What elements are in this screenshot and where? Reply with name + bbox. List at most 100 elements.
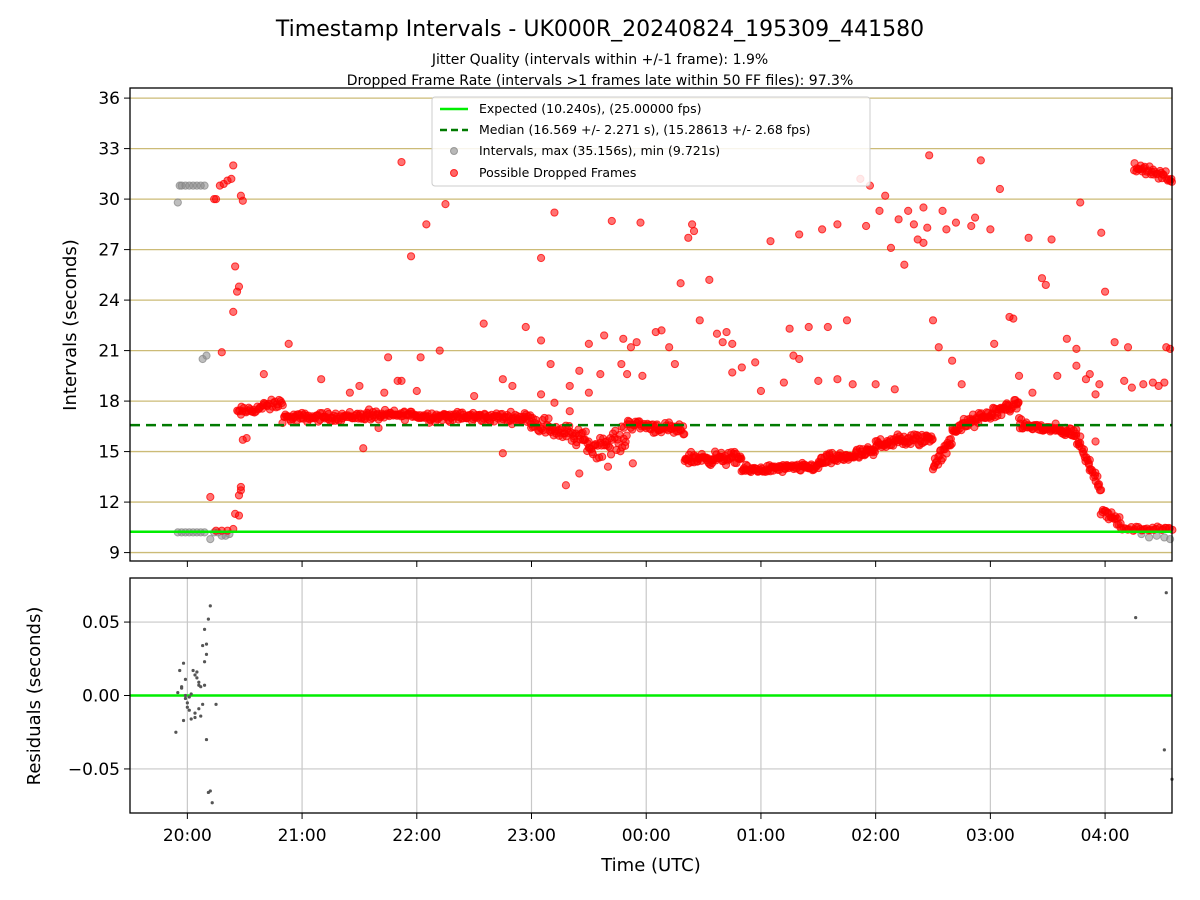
dropped-frame-point [881, 191, 890, 200]
residual-point [204, 642, 209, 646]
time-x-tick-label: 23:00 [507, 826, 556, 846]
dropped-frame-point [584, 339, 593, 348]
residual-point [189, 717, 193, 721]
dropped-frame-point [657, 326, 666, 335]
intervals-x-ticks [186, 561, 1106, 567]
dropped-frame-point [607, 216, 616, 226]
residual-point [202, 683, 207, 687]
residual-point [1162, 748, 1166, 752]
dropped-frame-point [842, 316, 852, 325]
dropped-frame-point [229, 307, 238, 316]
dropped-frame-point [229, 161, 238, 170]
dropped-frame-point [206, 492, 215, 502]
dropped-frame-point [234, 511, 244, 520]
dropped-frame-point [606, 450, 616, 459]
dropped-frame-point [536, 336, 546, 345]
legend: Expected (10.240s), (25.00000 fps) Media… [431, 96, 871, 187]
residual-point [1164, 591, 1168, 595]
dropped-frame-point [278, 401, 287, 410]
dropped-frame-point [909, 220, 918, 229]
dropped-frame-point [227, 174, 236, 183]
dropped-frame-point [804, 322, 813, 332]
dropped-frame-point [1120, 376, 1129, 385]
residuals-y-tick-label: 0.05 [82, 613, 120, 633]
dropped-frame-point [705, 275, 714, 284]
dropped-frame-point [632, 338, 641, 347]
dropped-frame-point [416, 353, 425, 362]
dropped-frame-point [1014, 371, 1024, 380]
dropped-frame-point [928, 316, 938, 325]
x-axis-label: Time (UTC) [600, 855, 701, 876]
dropped-frame-point [1160, 378, 1169, 387]
dropped-frame-point [695, 316, 704, 325]
dropped-frame-point [1024, 233, 1033, 242]
residual-point [195, 676, 199, 680]
dropped-frame-point [814, 376, 823, 385]
time-x-tick-label: 20:00 [163, 826, 212, 846]
dropped-frame-point [422, 220, 431, 229]
dropped-frame-point [995, 184, 1005, 194]
dropped-frame-point [259, 370, 268, 379]
dropped-frame-point [565, 381, 574, 391]
dropped-frame-point [603, 462, 613, 471]
dropped-frame-point [957, 380, 966, 389]
dropped-frame-point [470, 391, 479, 401]
interval-point [200, 181, 209, 190]
dropped-frame-point [536, 253, 546, 263]
dropped-frame-point [688, 220, 697, 229]
dropped-frame-point [990, 339, 999, 348]
dropped-frame-point [623, 370, 632, 379]
residual-point [185, 705, 189, 709]
dropped-frame-point [928, 435, 937, 444]
residuals-plot-frame [129, 577, 1173, 814]
dropped-frame-point [1009, 314, 1018, 323]
residual-point [185, 701, 189, 705]
dropped-frame-point [600, 331, 609, 340]
dropped-frame-point [380, 388, 389, 397]
residual-point [202, 660, 207, 664]
residuals-y-ticks: 0.05 0.00 −0.05 [68, 613, 130, 780]
residual-point [183, 693, 188, 698]
dropped-frame-point [1110, 338, 1119, 347]
intervals-y-tick-label: 27 [98, 241, 120, 261]
dropped-frame-point [479, 319, 488, 328]
residuals-y-tick-label: −0.05 [68, 760, 120, 780]
dropped-frame-point [1072, 361, 1081, 370]
dropped-frame-point [636, 218, 645, 227]
dropped-frame-point [779, 378, 788, 387]
interval-point [202, 351, 211, 360]
dropped-frame-point [942, 449, 951, 458]
residual-point [197, 680, 201, 684]
dropped-frame-point [818, 225, 827, 234]
intervals-y-ticks: 9 12 15 18 21 24 27 30 33 36 [98, 89, 130, 564]
time-x-tick-label: 03:00 [966, 826, 1015, 846]
dropped-frame-point [904, 206, 913, 215]
dropped-frame-point [359, 444, 368, 453]
residual-point [193, 673, 197, 677]
dropped-frame-point [565, 407, 574, 416]
dropped-frame-point [1081, 375, 1091, 384]
chart-title: Timestamp Intervals - UK000R_20240824_19… [275, 17, 924, 42]
dropped-frame-point [1091, 437, 1100, 446]
dropped-frame-point [1091, 390, 1100, 399]
dropped-frame-point [951, 218, 961, 227]
residual-point [208, 789, 212, 793]
legend-intervals-label: Intervals, max (35.156s), min (9.721s) [479, 143, 720, 158]
legend-box [431, 96, 871, 187]
dropped-frame-point [1097, 228, 1106, 237]
dropped-frame-point [619, 334, 628, 343]
dropped-frame-point [1062, 334, 1071, 343]
dropped-frame-point [397, 376, 406, 385]
interval-point [206, 535, 215, 544]
dropped-frame-point [722, 327, 731, 337]
dropped-frame-point [596, 370, 605, 379]
dropped-frame-point [384, 353, 393, 362]
dropped-frame-point [689, 226, 699, 236]
time-x-ticks: 20:00 21:00 22:00 23:00 00:00 01:00 02:00 03:00… [163, 813, 1130, 846]
dropped-frame-point [1053, 371, 1062, 380]
dropped-frame-point [923, 223, 932, 232]
dropped-frame-point [236, 482, 245, 492]
dropped-frame-point [970, 213, 980, 222]
